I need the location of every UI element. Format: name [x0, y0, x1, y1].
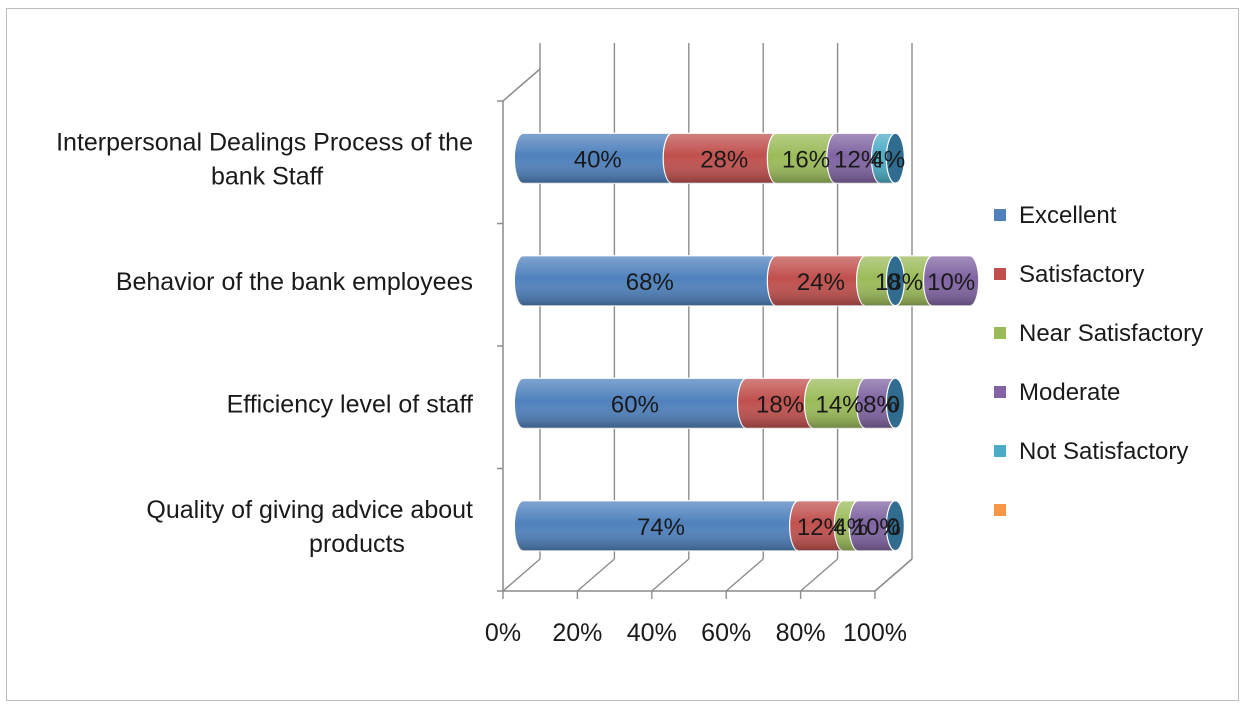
bar-row: 74% 12%4%10%0	[513, 500, 905, 552]
back-wall-edge	[502, 68, 541, 102]
data-label: 4%	[833, 514, 868, 541]
bar-end-cap	[885, 500, 905, 552]
data-label: 18%	[875, 269, 923, 296]
gridline-floor	[874, 558, 913, 592]
bar-segment-shade	[514, 378, 756, 429]
category-label: Quality of giving advice about	[146, 496, 473, 524]
legend-swatch	[994, 327, 1006, 339]
legend-label: Not Satisfactory	[1019, 438, 1188, 465]
data-label: 10%	[853, 514, 901, 541]
bar-segment-shade	[737, 378, 823, 429]
legend-label: Moderate	[1019, 379, 1120, 406]
chart-frame: 40% 28% 16% 12% 4% 68% 24% 18% 10% 0 60% 18% 14% 8% 0 7…	[6, 8, 1239, 701]
bar-end-cap	[885, 377, 905, 429]
bar-segment-shade	[514, 133, 682, 184]
x-tick-label: 100%	[843, 619, 907, 647]
data-label: 0	[887, 269, 900, 296]
category-label: bank Staff	[211, 162, 323, 190]
data-label: 74%	[637, 514, 685, 541]
bar-segment-shade	[514, 255, 786, 306]
category-labels: Interpersonal Dealings Process of the ban…	[56, 128, 473, 558]
category-label: Efficiency level of staff	[227, 390, 473, 418]
bars: 40% 28% 16% 12%4%68% 24% 18% 10%060% 18% 14% 8%07…	[513, 132, 980, 552]
legend-swatch	[994, 209, 1006, 221]
gridline-floor	[725, 558, 764, 592]
legend-label: Satisfactory	[1019, 261, 1144, 288]
bar-segment-shade	[804, 378, 875, 429]
x-tick-label: 20%	[552, 619, 602, 647]
gridline-floor	[576, 558, 615, 592]
gridline-floor	[800, 558, 839, 592]
legend-swatch	[994, 268, 1006, 280]
data-label: 18%	[756, 391, 804, 418]
gridline-floor	[651, 558, 690, 592]
gridline-floor	[502, 558, 541, 592]
category-label: Interpersonal Dealings Process of the	[56, 128, 473, 156]
legend-label: Excellent	[1019, 202, 1117, 229]
data-label: 68%	[626, 269, 674, 296]
category-label: products	[309, 530, 405, 558]
data-label: 24%	[797, 269, 845, 296]
legend-swatch	[994, 386, 1006, 398]
data-label: 8%	[863, 391, 898, 418]
x-tick-label: 0%	[485, 619, 521, 647]
bar-row: 60% 18% 14% 8%0	[513, 377, 905, 429]
x-axis-tick-labels: 0% 20% 40% 60% 80% 100%	[485, 619, 907, 647]
data-label: 14%	[816, 391, 864, 418]
stacked-bar-chart: 40% 28% 16% 12%4%68% 24% 18% 10%060% 18% 14% 8%07…	[56, 43, 1203, 647]
x-tick-label: 40%	[627, 619, 677, 647]
legend-swatch	[994, 445, 1006, 457]
data-label: 60%	[611, 391, 659, 418]
bar-segment-shade	[663, 133, 786, 184]
data-label: 0	[887, 514, 900, 541]
bar-row: 40% 28% 16% 12%4%	[513, 132, 906, 184]
bar-segment-shade	[923, 255, 979, 306]
legend: Excellent Satisfactory Near Satisfactory Mo…	[994, 202, 1203, 516]
x-tick-label: 80%	[776, 619, 826, 647]
bar-segment-shade	[767, 133, 845, 184]
data-label: 28%	[700, 146, 748, 173]
bar-segment-shade	[767, 255, 875, 306]
data-label: 40%	[574, 146, 622, 173]
legend-swatch	[994, 504, 1006, 516]
data-label: 16%	[782, 146, 830, 173]
bar-end-cap	[885, 255, 905, 307]
legend-label: Near Satisfactory	[1019, 320, 1203, 347]
bar-row: 68% 24% 18% 10% 0	[513, 255, 980, 307]
bar-segment-shade	[514, 500, 808, 551]
data-label: 12%	[797, 514, 845, 541]
data-label: 10%	[927, 269, 975, 296]
data-label: 12%	[834, 146, 882, 173]
data-label: 4%	[871, 146, 906, 173]
data-label: 0	[887, 391, 900, 418]
x-tick-label: 60%	[701, 619, 751, 647]
bar-end-cap	[885, 132, 905, 184]
category-label: Behavior of the bank employees	[116, 268, 473, 296]
